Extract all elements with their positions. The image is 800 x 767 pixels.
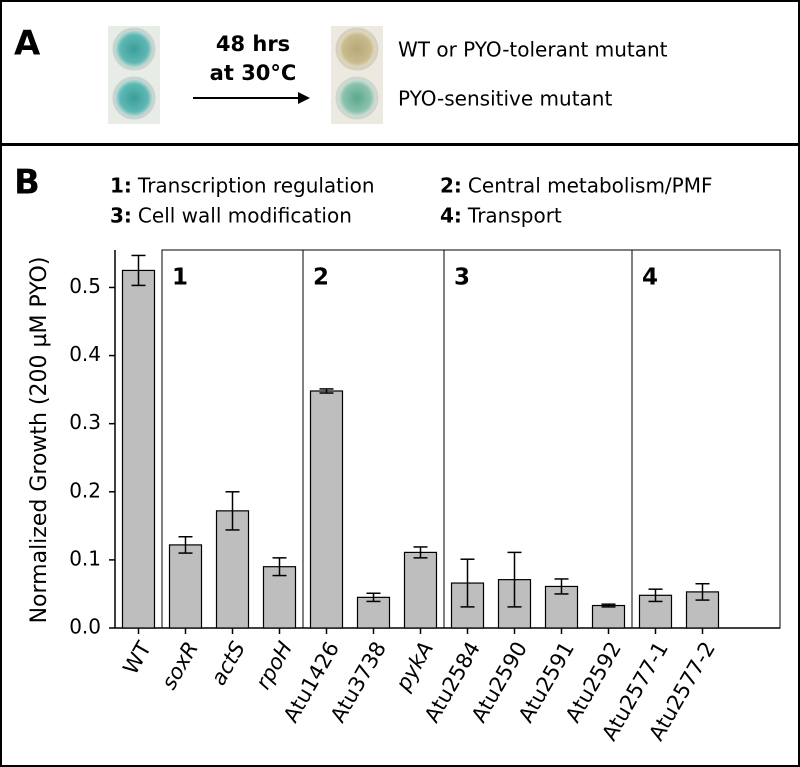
y-axis-label: Normalized Growth (200 µM PYO) [27,257,52,624]
error-bar [507,551,522,608]
outcome: WT or PYO-tolerant mutant [398,38,668,62]
y-tick-label: 0.0 [69,615,101,639]
panel-label: A [14,24,41,64]
y-tick-label: 0.5 [69,274,101,298]
condition: 48 hrs [216,32,290,56]
bar [121,269,156,629]
legend-key: 1: [110,174,132,198]
well [112,27,156,71]
condition: at 30°C [210,61,297,85]
error-bar [366,592,381,603]
bar [403,551,438,629]
x-tick-label: soxR [157,638,203,694]
group-box [631,249,781,629]
x-tick-label: rpoH [251,637,297,693]
error-bar [272,557,287,577]
bar [356,596,391,629]
legend-key: 3: [110,204,132,228]
x-tick-label: pykA [391,638,438,696]
bar [309,390,344,629]
x-tick-label: actS [206,638,250,690]
group-label: 4 [642,265,658,291]
well [335,27,379,71]
error-bar [554,578,569,595]
group-box [443,249,633,629]
y-tick-label: 0.1 [69,546,101,570]
legend-key: 2: [440,174,462,198]
panel-label: B [14,163,40,203]
well [112,76,156,120]
bar [168,544,203,629]
error-bar [131,254,146,287]
y-tick-label: 0.4 [69,342,101,366]
error-bar [695,582,710,601]
legend-label: Transport [467,204,562,228]
error-bar [178,535,193,554]
legend-label: Cell wall modification [138,204,352,228]
error-bar [601,603,616,608]
group-label: 2 [313,265,329,291]
bar [591,604,626,629]
legend-label: Transcription regulation [137,174,375,198]
bar [262,566,297,629]
legend-key: 4: [440,204,462,228]
error-bar [319,388,334,394]
error-bar [648,588,663,603]
outcome: PYO-sensitive mutant [398,87,612,111]
y-tick-label: 0.2 [69,478,101,502]
group-label: 1 [172,265,188,291]
arrow-head [298,92,310,104]
well [335,76,379,120]
error-bar [460,558,475,608]
group-label: 3 [454,265,470,291]
error-bar [413,546,428,559]
legend-label: Central metabolism/PMF [468,174,713,198]
x-tick-label: WT [118,637,156,678]
y-tick-label: 0.3 [69,410,101,434]
error-bar [225,491,240,531]
panel-b-frame [0,144,800,767]
